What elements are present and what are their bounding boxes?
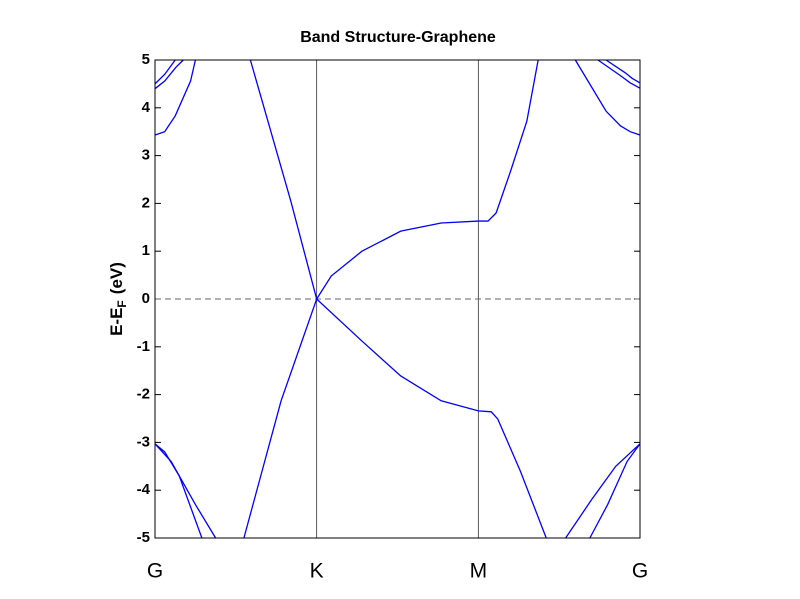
x-tick-label: K <box>310 560 324 583</box>
y-tick-label: 4 <box>142 99 151 116</box>
y-tick-label: -2 <box>137 386 150 403</box>
y-tick-label: -4 <box>137 481 151 498</box>
band-line <box>565 443 641 539</box>
band-line <box>154 59 176 85</box>
y-tick-label: 0 <box>142 290 150 307</box>
plot-frame <box>154 59 641 539</box>
y-tick-label: 1 <box>142 242 150 259</box>
y-label-main: E-E <box>107 308 126 336</box>
band-line <box>605 59 641 84</box>
x-tick-label: G <box>147 560 163 583</box>
y-tick-label: -1 <box>137 338 150 355</box>
chart-title: Band Structure-Graphene <box>300 29 496 46</box>
y-label-unit: (eV) <box>107 262 126 294</box>
band-line <box>243 297 547 539</box>
y-axis-label: E-EF (eV) <box>107 262 129 336</box>
x-tick-label: G <box>632 560 648 583</box>
y-label-sub: F <box>115 300 129 307</box>
y-tick-label: 2 <box>142 194 150 211</box>
band-line <box>574 59 641 136</box>
band-line <box>589 443 641 539</box>
y-tick-label: 3 <box>142 147 150 164</box>
y-tick-label: -5 <box>137 529 150 546</box>
x-tick-label: M <box>470 560 488 583</box>
y-tick-label: 5 <box>142 51 150 68</box>
band-line <box>154 443 217 539</box>
band-line <box>597 59 641 89</box>
y-tick-label: -3 <box>137 433 150 450</box>
band-line <box>154 59 197 136</box>
band-line <box>154 59 184 90</box>
